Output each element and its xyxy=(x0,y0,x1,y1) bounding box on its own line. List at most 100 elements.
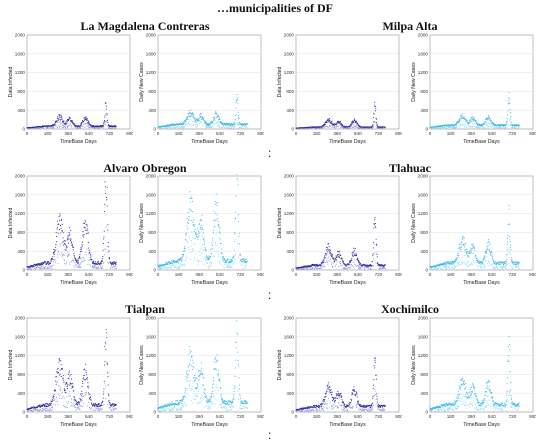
data-point xyxy=(26,409,28,411)
data-point xyxy=(45,267,47,269)
data-point xyxy=(487,117,489,119)
data-point xyxy=(81,245,83,247)
data-point xyxy=(65,127,67,129)
data-point xyxy=(194,117,196,119)
data-point xyxy=(196,234,198,236)
data-point xyxy=(184,247,186,249)
data-point xyxy=(192,121,194,123)
data-point xyxy=(217,251,219,253)
data-point xyxy=(204,258,206,260)
data-point xyxy=(87,263,89,265)
data-point xyxy=(87,122,89,124)
data-point xyxy=(68,231,70,233)
data-point xyxy=(354,119,356,121)
data-point xyxy=(198,260,200,262)
data-point xyxy=(486,123,488,125)
data-point xyxy=(85,363,87,365)
x-tick-label: 540 xyxy=(488,272,496,277)
data-point xyxy=(57,368,59,370)
data-point xyxy=(87,125,89,127)
data-point xyxy=(239,254,241,257)
data-point xyxy=(107,241,109,244)
data-point xyxy=(68,119,70,121)
data-point xyxy=(104,361,106,363)
data-point xyxy=(105,124,107,126)
y-tick-label: 1200 xyxy=(418,211,429,216)
data-point xyxy=(80,395,82,397)
data-point xyxy=(191,250,193,252)
data-point xyxy=(78,406,80,408)
data-point xyxy=(214,398,216,400)
data-point xyxy=(94,407,96,409)
data-point xyxy=(332,123,335,125)
data-point xyxy=(494,263,496,265)
x-tick-label: 900 xyxy=(126,272,133,277)
data-point xyxy=(88,407,90,409)
data-point xyxy=(241,264,243,266)
data-point xyxy=(182,122,185,124)
data-point xyxy=(86,379,88,381)
data-point xyxy=(229,409,231,411)
plot-frame xyxy=(429,34,534,130)
data-point xyxy=(223,126,225,128)
x-tick-label: 720 xyxy=(237,414,245,419)
data-point xyxy=(72,386,74,388)
data-point xyxy=(158,409,160,411)
data-point xyxy=(459,247,461,249)
data-point xyxy=(61,255,63,257)
data-point xyxy=(217,373,219,376)
data-point xyxy=(95,266,97,268)
data-point xyxy=(217,372,219,374)
data-point xyxy=(336,261,338,263)
data-point xyxy=(517,127,519,129)
data-point xyxy=(73,404,75,406)
data-point xyxy=(505,261,507,263)
data-point xyxy=(482,262,484,264)
data-point xyxy=(437,268,439,270)
x-tick-label: 180 xyxy=(313,272,321,277)
y-tick-label: 2000 xyxy=(284,33,295,38)
municipality-title-5: Tialpan xyxy=(125,302,165,316)
data-point xyxy=(75,264,77,266)
data-point xyxy=(97,405,99,408)
data-point xyxy=(80,261,82,263)
data-point xyxy=(113,405,115,408)
data-point xyxy=(224,401,226,403)
data-point xyxy=(102,256,104,258)
data-point xyxy=(341,257,343,259)
data-point xyxy=(221,406,223,408)
data-point xyxy=(382,264,384,266)
data-point xyxy=(49,403,51,405)
data-point xyxy=(308,268,310,270)
data-point xyxy=(51,127,53,129)
data-point xyxy=(31,408,33,410)
data-point xyxy=(111,405,113,407)
data-point xyxy=(353,253,355,255)
data-point xyxy=(66,121,68,123)
data-point xyxy=(186,116,189,118)
data-point xyxy=(186,404,188,406)
data-point xyxy=(488,261,490,263)
data-point xyxy=(216,384,218,386)
data-point xyxy=(493,123,495,125)
data-point xyxy=(110,266,112,268)
data-point xyxy=(104,203,106,205)
data-point xyxy=(168,409,170,411)
data-point xyxy=(211,262,213,264)
data-point xyxy=(77,404,79,406)
data-point xyxy=(81,256,83,258)
chart-panel-tialpan-cases: 0 400 800 1200 1600 2000 0 180 360 540 720 900 TimeB… xyxy=(136,314,264,432)
data-point xyxy=(334,266,336,268)
data-point xyxy=(196,387,198,389)
y-tick-label: 0 xyxy=(22,410,25,415)
data-point xyxy=(67,373,70,375)
data-point xyxy=(331,121,333,123)
data-point xyxy=(109,407,111,409)
data-point xyxy=(201,399,203,401)
data-point xyxy=(444,264,446,266)
data-point xyxy=(510,259,512,261)
data-point xyxy=(456,123,458,125)
data-point xyxy=(458,257,460,259)
data-point xyxy=(343,268,345,270)
